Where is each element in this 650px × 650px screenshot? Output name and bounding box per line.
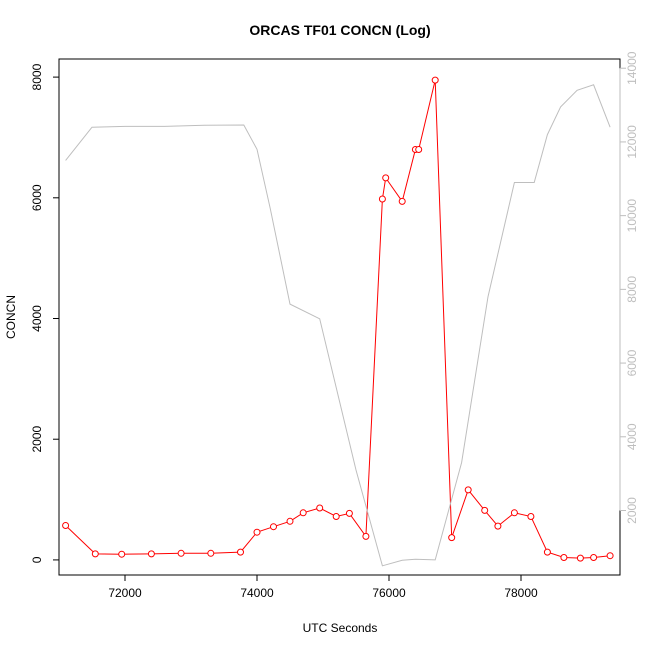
concn-data-point: [560, 554, 568, 561]
concn-data-point: [415, 146, 423, 153]
y2-tick-label: 12000: [625, 125, 639, 159]
concn-data-point: [270, 523, 277, 531]
concn-data-point: [448, 534, 456, 542]
concn-data-point: [576, 554, 584, 562]
y2-tick-label: 8000: [625, 276, 639, 303]
y-tick-label: 0: [30, 556, 44, 563]
concn-data-point: [177, 549, 185, 557]
concn-series-line: [65, 79, 611, 559]
plot-area: [62, 76, 614, 567]
concn-data-point: [345, 509, 353, 517]
y2-tick-label: 14000: [625, 51, 639, 85]
concn-data-point: [382, 174, 390, 182]
concn-data-point: [253, 528, 261, 536]
y-tick-label: 6000: [30, 184, 44, 211]
y2-tick-label: 10000: [625, 199, 639, 233]
concn-data-point: [286, 517, 294, 525]
y-tick-label: 4000: [30, 305, 44, 332]
concn-data-point: [378, 195, 386, 203]
concn-data-point: [494, 522, 502, 530]
concn-data-point: [464, 486, 472, 494]
y-tick-label: 2000: [30, 426, 44, 453]
concn-data-point: [510, 509, 518, 517]
concn-data-point: [316, 504, 324, 512]
secondary-series-line: [65, 84, 611, 567]
x-tick-label: 72000: [108, 586, 142, 600]
y-axis-label: CONCN: [4, 295, 18, 339]
y2-tick-label: 2000: [625, 497, 639, 524]
concn-data-point: [237, 548, 244, 556]
concn-data-point: [398, 197, 406, 205]
concn-data-point: [299, 509, 307, 517]
y2-tick-label: 4000: [625, 423, 639, 450]
x-axis-label: UTC Seconds: [303, 621, 378, 635]
y2-tick-label: 6000: [625, 349, 639, 376]
plot-frame: [58, 58, 621, 576]
concn-data-point: [332, 513, 340, 520]
concn-data-point: [543, 548, 551, 556]
concn-data-point: [606, 552, 614, 560]
concn-data-point: [91, 550, 99, 558]
y-tick-label: 8000: [30, 63, 44, 90]
concn-data-point: [118, 550, 126, 558]
concn-data-point: [207, 549, 215, 557]
concn-data-point: [527, 513, 535, 520]
concn-data-point: [147, 550, 155, 558]
x-tick-label: 78000: [504, 586, 538, 600]
concn-data-point: [62, 522, 70, 529]
x-tick-label: 76000: [372, 586, 406, 600]
concn-data-point: [362, 532, 370, 540]
concn-data-point: [481, 506, 489, 514]
axes: 72000 74000 76000 78000 0 2000 4000 6000 8000 200…: [30, 51, 639, 600]
x-tick-label: 74000: [240, 586, 274, 600]
concn-data-point: [431, 76, 439, 84]
chart-title: ORCAS TF01 CONCN (Log): [249, 22, 430, 38]
concn-data-point: [590, 554, 598, 561]
